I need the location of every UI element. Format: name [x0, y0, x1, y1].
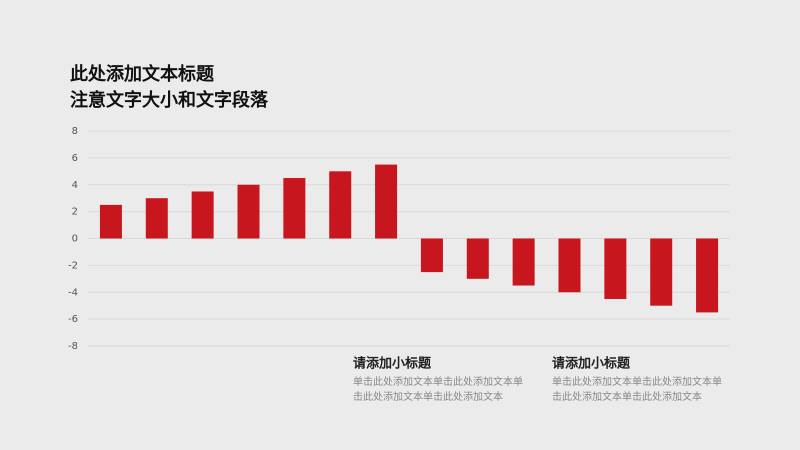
bar: [283, 178, 306, 239]
bar: [329, 171, 352, 239]
block-text: 单击此处添加文本单击此处添加文本单: [552, 375, 722, 388]
block-text: 击此处添加文本单击此处添加文本: [552, 390, 702, 403]
bar: [99, 204, 122, 239]
chart-title: 此处添加文本标题: [70, 63, 215, 85]
block-text: 单击此处添加文本单击此处添加文本单: [353, 375, 523, 388]
bar: [604, 238, 627, 299]
bar: [237, 184, 260, 239]
bar: [466, 238, 489, 279]
y-tick-label: 8: [72, 126, 78, 137]
bar: [420, 238, 443, 273]
bar: [145, 198, 168, 239]
block-heading: 请添加小标题: [552, 356, 631, 372]
block-heading: 请添加小标题: [353, 356, 432, 372]
bar: [696, 238, 719, 313]
bar: [558, 238, 581, 293]
block-text: 击此处添加文本单击此处添加文本: [353, 390, 503, 403]
y-tick-label: 6: [72, 153, 78, 164]
chart-subtitle: 注意文字大小和文字段落: [70, 89, 269, 111]
bar: [191, 191, 214, 239]
y-tick-label: 4: [72, 180, 78, 191]
bar: [512, 238, 535, 286]
y-tick-label: 2: [72, 207, 78, 218]
y-tick-label: -8: [68, 341, 78, 352]
y-tick-label: 0: [72, 234, 78, 245]
y-tick-label: -4: [68, 287, 78, 298]
y-tick-label: -6: [68, 314, 78, 325]
bar: [375, 164, 398, 239]
bar: [650, 238, 673, 306]
y-tick-label: -2: [68, 260, 78, 271]
